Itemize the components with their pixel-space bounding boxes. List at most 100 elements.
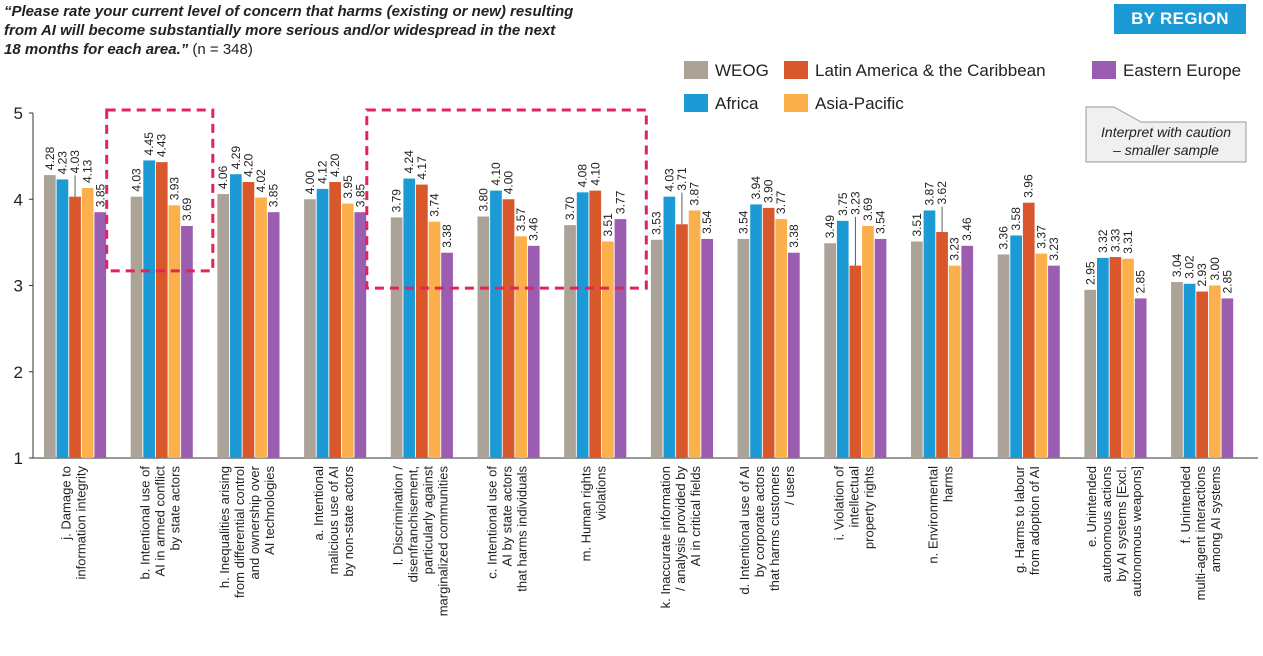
category-label: by corporate actors bbox=[752, 466, 767, 578]
category-label: from differential control bbox=[232, 466, 247, 598]
bar-1 bbox=[650, 239, 663, 458]
category-label: harms bbox=[941, 466, 956, 503]
category-label: m. Human rights bbox=[579, 466, 594, 562]
data-label: 4.12 bbox=[316, 160, 330, 184]
category-label: intellectual bbox=[846, 466, 861, 528]
data-label: 3.49 bbox=[823, 215, 837, 239]
data-label: 2.85 bbox=[1134, 270, 1148, 294]
category-label: that harms customers bbox=[767, 466, 782, 591]
bar-4 bbox=[255, 197, 267, 458]
category-label: b. Intentional use of bbox=[138, 466, 153, 580]
category-label: disenfranchisement, bbox=[405, 466, 420, 582]
data-label: 3.23 bbox=[948, 237, 962, 261]
data-label: 3.87 bbox=[688, 182, 702, 206]
data-label: 3.51 bbox=[910, 213, 924, 237]
y-tick-label: 2 bbox=[14, 363, 23, 382]
bar-5 bbox=[701, 238, 713, 458]
data-label: 3.93 bbox=[167, 177, 181, 201]
bar-1 bbox=[997, 254, 1010, 458]
category-label: k. Inaccurate information bbox=[658, 466, 673, 608]
data-label: 3.75 bbox=[836, 192, 850, 216]
bar-3 bbox=[329, 182, 341, 458]
region-badge: BY REGION bbox=[1114, 4, 1246, 34]
data-label: 3.46 bbox=[527, 217, 541, 241]
bar-1 bbox=[824, 243, 836, 458]
data-label: 3.38 bbox=[787, 224, 801, 248]
bar-5 bbox=[1134, 298, 1147, 458]
bar-5 bbox=[181, 225, 193, 458]
category-label: n. Environmental bbox=[926, 466, 941, 564]
data-label: 3.69 bbox=[861, 197, 875, 221]
caution-note-line-1: Interpret with caution bbox=[1101, 124, 1231, 140]
y-tick-label: 5 bbox=[14, 104, 23, 123]
bar-3 bbox=[936, 232, 948, 458]
bar-5 bbox=[1048, 265, 1060, 458]
data-label: 3.95 bbox=[341, 175, 355, 199]
bar-4 bbox=[948, 265, 961, 458]
data-label: 3.94 bbox=[749, 176, 763, 200]
bar-1 bbox=[1084, 289, 1097, 458]
highlight-box bbox=[365, 108, 648, 290]
category-label: among AI systems bbox=[1208, 466, 1223, 573]
data-label: 3.31 bbox=[1121, 230, 1135, 254]
data-label: 3.80 bbox=[476, 188, 490, 212]
category-label: AI technologies bbox=[262, 466, 277, 555]
bar-2 bbox=[1097, 257, 1109, 458]
bar-3 bbox=[155, 162, 168, 458]
category-label: that harms individuals bbox=[515, 466, 530, 592]
legend-label: Africa bbox=[715, 94, 759, 113]
data-label: 4.24 bbox=[402, 150, 416, 174]
data-label: 3.90 bbox=[762, 179, 776, 203]
data-label: 4.10 bbox=[489, 162, 503, 186]
caution-note-line-2: – smaller sample bbox=[1112, 142, 1219, 158]
category-label: f. Unintended bbox=[1178, 466, 1193, 543]
bar-3 bbox=[416, 184, 428, 458]
data-label: 3.87 bbox=[922, 182, 936, 206]
bar-2 bbox=[836, 220, 849, 458]
data-label: 3.85 bbox=[353, 184, 367, 208]
bar-5 bbox=[614, 219, 627, 458]
category-label: e. Unintended bbox=[1084, 466, 1099, 547]
data-label: 3.58 bbox=[1009, 207, 1023, 231]
bar-2 bbox=[750, 204, 762, 458]
category-label: information integrity bbox=[74, 466, 89, 580]
data-label: 3.23 bbox=[848, 191, 862, 215]
bar-4 bbox=[775, 219, 788, 458]
data-label: 3.04 bbox=[1170, 253, 1184, 277]
data-label: 3.74 bbox=[427, 193, 441, 217]
bar-4 bbox=[168, 205, 181, 458]
data-label: 3.69 bbox=[180, 197, 194, 221]
legend-label: Latin America & the Caribbean bbox=[815, 61, 1046, 80]
data-label: 2.93 bbox=[1195, 263, 1209, 287]
data-label: 4.43 bbox=[155, 133, 169, 157]
bar-2 bbox=[1183, 283, 1196, 458]
bar-5 bbox=[874, 238, 887, 458]
data-label: 3.77 bbox=[613, 190, 627, 214]
bar-5 bbox=[1221, 298, 1234, 458]
bar-5 bbox=[94, 212, 107, 458]
bar-5 bbox=[788, 252, 800, 458]
data-label: 3.32 bbox=[1096, 229, 1110, 253]
bar-3 bbox=[589, 190, 602, 458]
legend-label: Asia-Pacific bbox=[815, 94, 904, 113]
category-label: violations bbox=[594, 466, 609, 521]
category-label: a. Intentional bbox=[311, 466, 326, 541]
category-label: AI in critical fields bbox=[688, 466, 703, 567]
category-label: c. Intentional use of bbox=[485, 466, 500, 579]
data-label: 3.37 bbox=[1034, 225, 1048, 249]
legend-swatch bbox=[784, 61, 808, 79]
data-label: 3.53 bbox=[650, 211, 664, 235]
data-label: 3.00 bbox=[1208, 257, 1222, 281]
bar-4 bbox=[602, 241, 614, 458]
data-label: 3.38 bbox=[440, 224, 454, 248]
category-label: AI by state actors bbox=[500, 466, 515, 567]
data-label: 3.54 bbox=[736, 210, 750, 234]
bar-1 bbox=[130, 196, 143, 458]
data-label: 4.28 bbox=[43, 146, 57, 170]
bar-3 bbox=[242, 182, 255, 458]
category-label: malicious use of AI bbox=[326, 466, 341, 574]
bar-3 bbox=[762, 207, 775, 458]
category-label: by non-state actors bbox=[341, 466, 356, 577]
legend-label: WEOG bbox=[715, 61, 769, 80]
